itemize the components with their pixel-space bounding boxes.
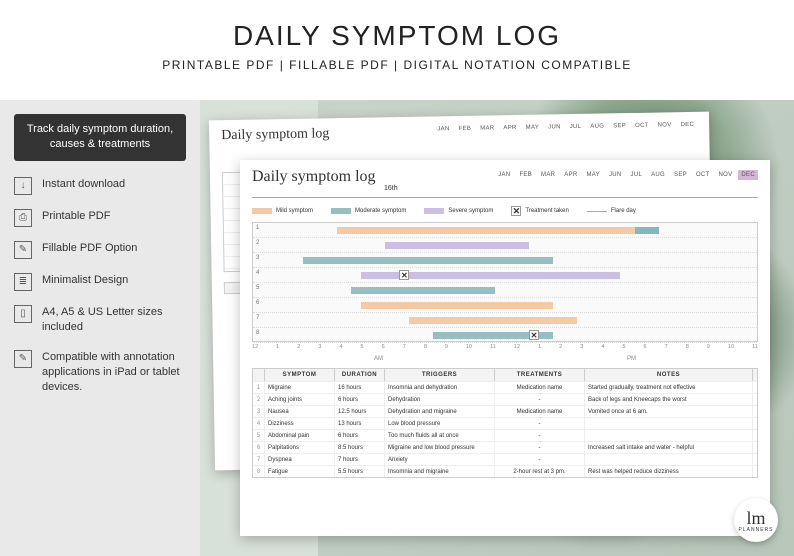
legend: Mild symptom Moderate symptom Severe sym…: [240, 202, 770, 222]
treatment-marker-icon: ✕: [529, 330, 539, 340]
month-jan: JAN: [495, 170, 513, 180]
gantt-bar: [337, 227, 635, 234]
feature-item: ≣ Minimalist Design: [14, 273, 186, 291]
table-body: 1 Migraine 16 hours Insomnia and dehydra…: [253, 381, 757, 477]
gantt-row: 5: [253, 283, 757, 298]
feature-label: Compatible with annotation applications …: [42, 350, 186, 396]
month-may: MAY: [584, 170, 603, 180]
month-may: MAY: [523, 123, 543, 133]
subtitle: PRINTABLE PDF | FILLABLE PDF | DIGITAL N…: [0, 58, 794, 72]
feature-label: Instant download: [42, 177, 125, 192]
month-jun: JUN: [606, 170, 625, 180]
feature-item: ↓ Instant download: [14, 177, 186, 195]
sheet-foreground: Daily symptom log 16th JANFEBMARAPRMAYJU…: [240, 160, 770, 536]
logo-mark: lm: [746, 508, 765, 529]
month-nov: NOV: [716, 170, 736, 180]
feature-item: ✎ Compatible with annotation applications…: [14, 350, 186, 396]
feature-icon: ⎙: [14, 209, 32, 227]
month-row: JANFEBMARAPR MAYJUNJULAUGSEPOCTNOVDEC: [495, 170, 758, 180]
feature-item: ⎙ Printable PDF: [14, 209, 186, 227]
gantt-bar: [361, 302, 553, 309]
gantt-bar: [303, 257, 553, 264]
gantt-chart: 12345678✕✕: [252, 222, 758, 342]
table-row: 4 Dizziness 13 hours Low blood pressure …: [253, 417, 757, 429]
table-row: 2 Aching joints 6 hours Dehydration - Ba…: [253, 393, 757, 405]
month-nov: NOV: [655, 120, 675, 130]
legend-severe: Severe symptom: [424, 208, 493, 214]
month-dec: DEC: [677, 120, 697, 130]
gantt-bar: [385, 242, 529, 249]
month-aug: AUG: [648, 170, 668, 180]
month-oct: OCT: [693, 170, 713, 180]
feature-label: Minimalist Design: [42, 273, 128, 288]
date-line: [252, 188, 758, 198]
feature-label: A4, A5 & US Letter sizes included: [42, 305, 186, 336]
feature-label: Printable PDF: [42, 209, 110, 224]
table-row: 7 Dyspnea 7 hours Anxiety -: [253, 453, 757, 465]
month-jul: JUL: [628, 170, 646, 180]
table-row: 3 Nausea 12.5 hours Dehydration and migr…: [253, 405, 757, 417]
feature-icon: ✎: [14, 350, 32, 368]
legend-mild: Mild symptom: [252, 208, 313, 214]
tagline-box: Track daily symptom duration, causes & t…: [14, 114, 186, 161]
feature-icon: ✎: [14, 241, 32, 259]
gantt-bar: [635, 227, 659, 234]
feature-icon: ↓: [14, 177, 32, 195]
table-row: 1 Migraine 16 hours Insomnia and dehydra…: [253, 381, 757, 393]
date-value: 16th: [380, 184, 402, 193]
brand-logo: lm PLANNERS: [734, 498, 778, 542]
feature-icon: ▯: [14, 305, 32, 323]
month-apr: APR: [500, 123, 519, 133]
feature-item: ✎ Fillable PDF Option: [14, 241, 186, 259]
sidebar: Track daily symptom duration, causes & t…: [0, 100, 200, 556]
treatment-marker-icon: ✕: [399, 270, 409, 280]
gantt-bar: [409, 317, 577, 324]
month-jun: JUN: [545, 122, 564, 132]
month-mar: MAR: [477, 123, 497, 133]
feature-item: ▯ A4, A5 & US Letter sizes included: [14, 305, 186, 336]
main-title: DAILY SYMPTOM LOG: [0, 20, 794, 52]
symptom-table: SYMPTOM DURATION TRIGGERS TREATMENTS NOT…: [252, 368, 758, 478]
feature-label: Fillable PDF Option: [42, 241, 137, 256]
table-row: 6 Palpitations 8.5 hours Migraine and lo…: [253, 441, 757, 453]
legend-moderate: Moderate symptom: [331, 208, 406, 214]
feature-list: ↓ Instant download ⎙ Printable PDF ✎ Fillable…: [14, 177, 186, 396]
month-feb: FEB: [516, 170, 535, 180]
feature-icon: ≣: [14, 273, 32, 291]
table-row: 5 Abdominal pain 6 hours Too much fluids…: [253, 429, 757, 441]
month-apr: APR: [561, 170, 580, 180]
logo-sub: PLANNERS: [739, 527, 774, 533]
month-feb: FEB: [456, 124, 475, 134]
month-aug: AUG: [587, 121, 607, 131]
gantt-bar: [351, 287, 495, 294]
table-header: SYMPTOM DURATION TRIGGERS TREATMENTS NOT…: [253, 369, 757, 381]
legend-treatment: ✕Treatment taken: [511, 206, 568, 216]
month-oct: OCT: [632, 121, 652, 131]
legend-flare: Flare day: [587, 208, 636, 214]
header-banner: DAILY SYMPTOM LOG PRINTABLE PDF | FILLAB…: [0, 0, 794, 100]
month-sep: SEP: [610, 121, 629, 131]
month-jul: JUL: [567, 122, 585, 132]
ampm-row: AM PM: [252, 356, 758, 362]
mockup-canvas: Daily symptom log JANFEBMARAPRMAYJUNJULA…: [200, 100, 794, 556]
month-sep: SEP: [671, 170, 690, 180]
month-mar: MAR: [538, 170, 558, 180]
month-dec: DEC: [738, 170, 758, 180]
table-row: 8 Fatigue 5.5 hours Insomnia and migrain…: [253, 465, 757, 477]
hour-axis: 121234567891011121234567891011: [252, 344, 758, 350]
month-jan: JAN: [434, 124, 452, 134]
